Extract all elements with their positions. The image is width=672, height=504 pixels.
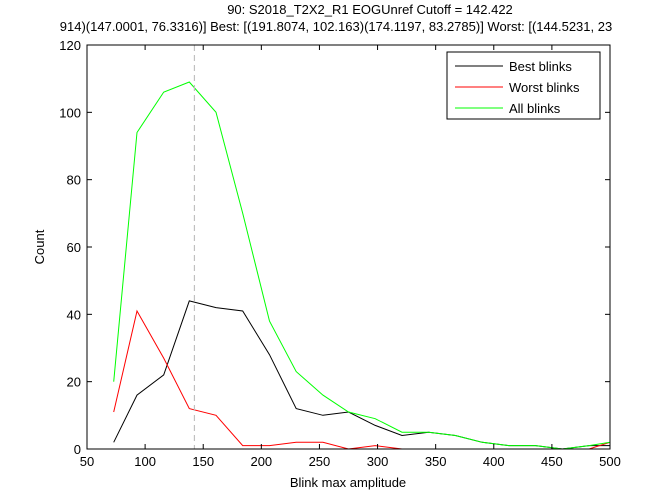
x-tick-label-250: 250: [309, 454, 331, 469]
x-tick-label-150: 150: [192, 454, 214, 469]
y-tick-label-120: 120: [59, 38, 81, 53]
x-tick-label-100: 100: [134, 454, 156, 469]
x-tick-label-450: 450: [541, 454, 563, 469]
series-line-2: [113, 81, 611, 450]
y-tick-label-40: 40: [67, 307, 81, 322]
y-tick-label-60: 60: [67, 240, 81, 255]
y-tick-label-0: 0: [74, 442, 81, 457]
chart-title-line1: 90: S2018_T2X2_R1 EOGUnref Cutoff = 142.…: [227, 2, 513, 17]
x-tick-label-50: 50: [80, 454, 94, 469]
x-axis-label: Blink max amplitude: [290, 475, 406, 490]
x-tick-label-500: 500: [599, 454, 621, 469]
x-tick-label-400: 400: [483, 454, 505, 469]
x-tick-label-350: 350: [425, 454, 447, 469]
chart-title-line2: 914)(147.0001, 76.3316)] Best: [(191.807…: [60, 19, 612, 34]
axis-layer: 50 100 150 200 250 300 350 400 450 500 0 20 40 60 80 10…: [59, 38, 621, 469]
x-tick-label-300: 300: [367, 454, 389, 469]
y-tick-label-80: 80: [67, 173, 81, 188]
legend-label-1: Worst blinks: [509, 80, 580, 95]
y-axis-label: Count: [32, 229, 47, 264]
x-tick-label-200: 200: [250, 454, 272, 469]
legend: Best blinks Worst blinks All blinks: [446, 51, 601, 120]
legend-label-0: Best blinks: [509, 59, 572, 74]
y-tick-label-20: 20: [67, 375, 81, 390]
plot-frame: [86, 44, 611, 450]
legend-label-2: All blinks: [509, 101, 561, 116]
y-tick-label-100: 100: [59, 105, 81, 120]
